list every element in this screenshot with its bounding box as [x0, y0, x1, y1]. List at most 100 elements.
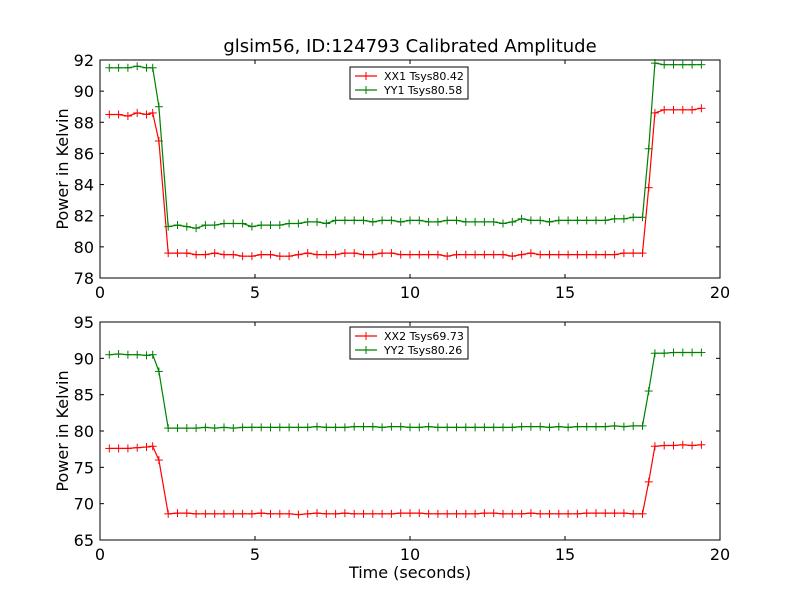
data-point [644, 144, 653, 153]
bottom-y-axis-label: Power in Kelvin [53, 370, 72, 491]
data-point [359, 509, 368, 518]
data-point [220, 509, 228, 518]
data-point [629, 249, 638, 258]
data-point [173, 249, 182, 258]
data-point [303, 217, 312, 226]
data-point [322, 509, 331, 518]
data-point [461, 423, 470, 432]
series-line-xx2 [109, 444, 702, 516]
data-point [678, 105, 687, 114]
data-point [678, 348, 687, 357]
data-point [331, 509, 340, 518]
data-point [610, 250, 619, 259]
data-point [210, 221, 219, 230]
data-point [192, 224, 201, 233]
data-point [142, 351, 151, 360]
y-tick-label: 80 [74, 238, 94, 257]
data-point [424, 217, 433, 226]
data-point [461, 250, 470, 259]
data-point [105, 444, 114, 453]
data-point [415, 216, 424, 225]
data-point [545, 250, 554, 259]
data-point [638, 249, 647, 258]
data-point [554, 422, 563, 431]
data-point [368, 250, 377, 259]
data-point [629, 509, 638, 518]
data-point [592, 509, 600, 518]
data-point [220, 219, 228, 228]
data-point [164, 249, 173, 258]
data-point [489, 423, 498, 432]
x-tick-label: 15 [555, 283, 575, 302]
data-point [396, 509, 405, 518]
data-point [660, 60, 669, 69]
y-tick-label: 82 [74, 207, 94, 226]
data-point [660, 441, 669, 450]
data-point [210, 424, 219, 433]
data-point [201, 221, 210, 230]
plot-frame [99, 59, 721, 279]
data-point [294, 250, 303, 259]
series-line-yy2 [109, 351, 702, 429]
data-point [638, 421, 647, 430]
data-point [350, 249, 359, 258]
data-point [359, 250, 368, 259]
data-point [461, 217, 470, 226]
data-point [182, 509, 191, 518]
series-line-xx1 [109, 107, 702, 257]
data-point [508, 509, 517, 518]
data-point [517, 214, 526, 223]
data-point [340, 509, 349, 518]
data-point [133, 108, 142, 117]
data-point [182, 222, 191, 231]
x-tick-label: 0 [95, 545, 105, 564]
data-point [313, 509, 321, 518]
x-tick-label: 15 [555, 545, 575, 564]
data-point [396, 217, 405, 226]
data-point [266, 509, 275, 518]
data-point [499, 219, 507, 228]
data-point [340, 423, 349, 432]
data-point [526, 249, 535, 258]
data-point [142, 442, 151, 451]
data-point [313, 217, 321, 226]
y-tick-label: 75 [74, 458, 94, 477]
data-point [396, 250, 405, 259]
data-point [660, 349, 669, 358]
data-point [517, 250, 526, 259]
y-tick-label: 90 [74, 349, 94, 368]
data-point [387, 249, 396, 258]
data-point [275, 509, 284, 518]
data-point [294, 219, 303, 228]
data-point [164, 509, 173, 518]
data-point [210, 509, 219, 518]
data-point [582, 422, 591, 431]
data-point [480, 250, 489, 259]
data-point [201, 250, 210, 259]
data-point [266, 221, 275, 230]
y-tick-label: 65 [74, 531, 94, 550]
data-point [592, 250, 600, 259]
data-point [133, 443, 142, 452]
data-point [247, 509, 256, 518]
data-point [123, 444, 132, 453]
data-point [133, 62, 142, 71]
data-point [489, 217, 498, 226]
y-tick-label: 95 [74, 313, 94, 332]
data-point [313, 422, 321, 431]
data-point [697, 440, 706, 449]
data-point [396, 422, 405, 431]
data-point [471, 250, 480, 259]
y-tick-label: 86 [74, 144, 94, 163]
data-point [573, 216, 582, 225]
data-point [536, 509, 545, 518]
y-tick-label: 90 [74, 82, 94, 101]
data-point [123, 350, 132, 359]
data-point [688, 60, 697, 69]
data-point [229, 424, 238, 433]
data-point [257, 250, 266, 259]
data-point [554, 216, 563, 225]
data-point [650, 442, 659, 451]
data-point [114, 110, 123, 119]
